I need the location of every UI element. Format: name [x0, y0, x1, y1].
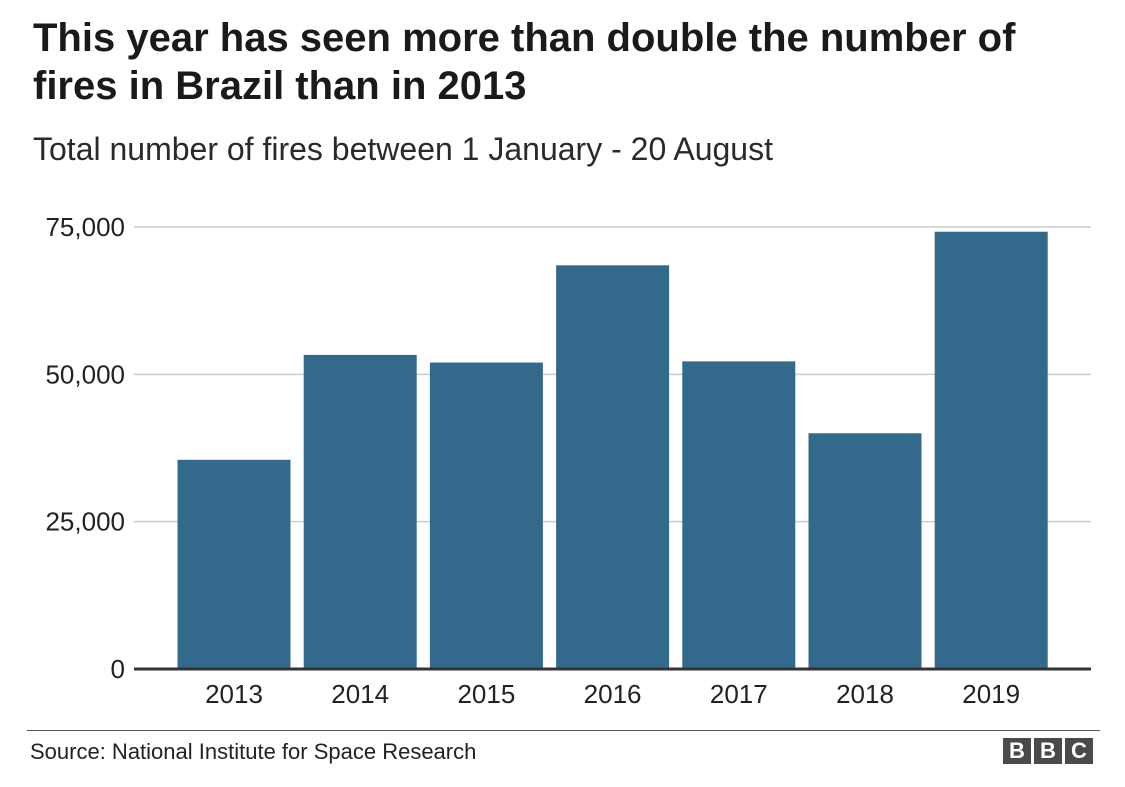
bar: [429, 362, 543, 669]
bar: [177, 459, 291, 669]
y-tick-label: 25,000: [45, 507, 125, 537]
logo-letter: B: [1034, 738, 1062, 764]
y-tick-label: 50,000: [45, 359, 125, 389]
x-tick-label: 2017: [710, 679, 768, 709]
x-tick-label: 2013: [205, 679, 263, 709]
y-tick-label: 75,000: [45, 212, 125, 242]
bbc-logo: B B C: [1003, 738, 1093, 764]
footer-divider: [27, 730, 1100, 731]
x-tick-label: 2016: [584, 679, 642, 709]
bar: [556, 265, 670, 669]
x-tick-label: 2019: [962, 679, 1020, 709]
bar: [934, 231, 1048, 669]
bar: [808, 433, 922, 669]
chart-title: This year has seen more than double the …: [33, 16, 1016, 108]
bar: [682, 361, 796, 669]
x-tick-label: 2018: [836, 679, 894, 709]
logo-letter: B: [1003, 738, 1031, 764]
x-tick-label: 2014: [331, 679, 389, 709]
chart-subtitle: Total number of fires between 1 January …: [33, 131, 773, 167]
y-tick-label: 0: [111, 654, 125, 684]
x-tick-label: 2015: [457, 679, 515, 709]
source-note: Source: National Institute for Space Res…: [30, 739, 477, 764]
bar: [303, 354, 417, 669]
logo-letter: C: [1065, 738, 1093, 764]
